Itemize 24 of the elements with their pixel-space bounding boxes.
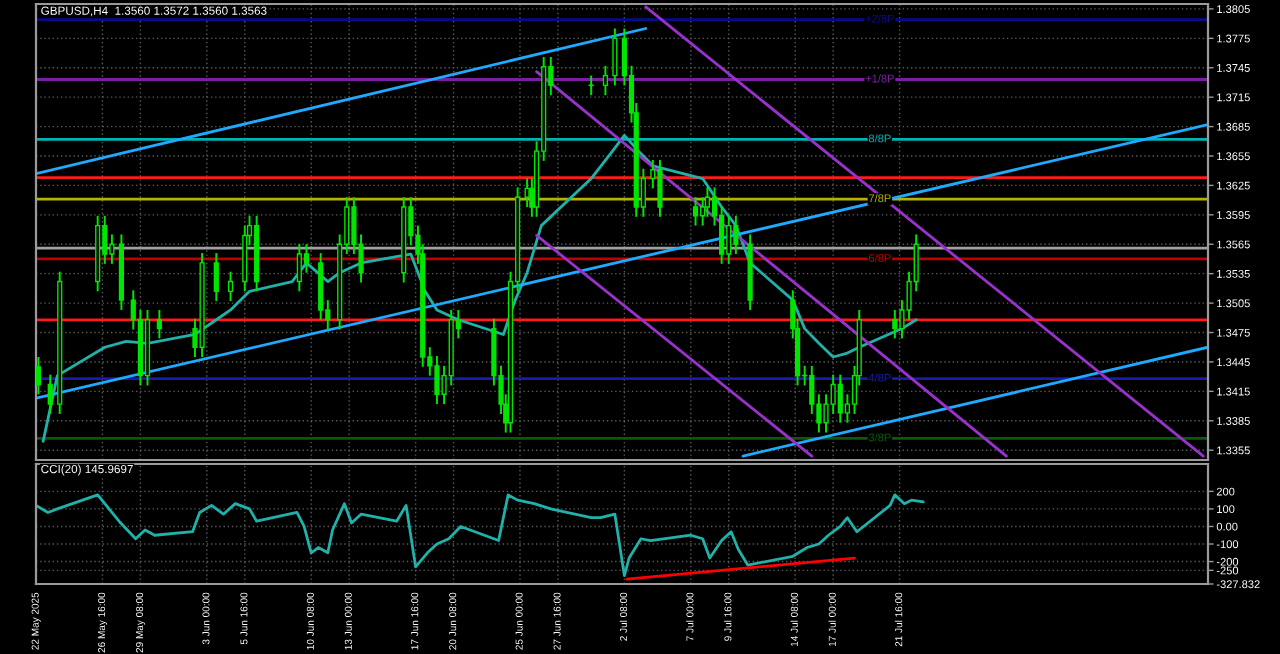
candlestick — [47, 373, 53, 415]
candlestick — [36, 356, 41, 396]
line-series — [41, 134, 918, 443]
candlestick — [733, 214, 739, 256]
candlestick — [318, 252, 324, 321]
candlestick — [602, 64, 608, 97]
line-series — [36, 493, 925, 577]
candlestick — [296, 243, 302, 293]
candlestick — [704, 186, 711, 218]
candlestick — [434, 355, 440, 406]
candlestick — [213, 252, 219, 303]
candlestick — [612, 27, 618, 87]
candlestick — [809, 364, 815, 415]
candlestick — [830, 373, 836, 415]
candlestick — [303, 243, 310, 274]
candlestick — [692, 196, 699, 227]
candlestick — [227, 270, 234, 303]
candlestick — [892, 308, 898, 340]
candlestick — [242, 224, 248, 293]
candlestick — [156, 308, 162, 340]
candlestick — [657, 158, 663, 218]
candlestick — [726, 214, 732, 265]
candlestick — [837, 373, 843, 424]
candlestick — [109, 233, 115, 265]
